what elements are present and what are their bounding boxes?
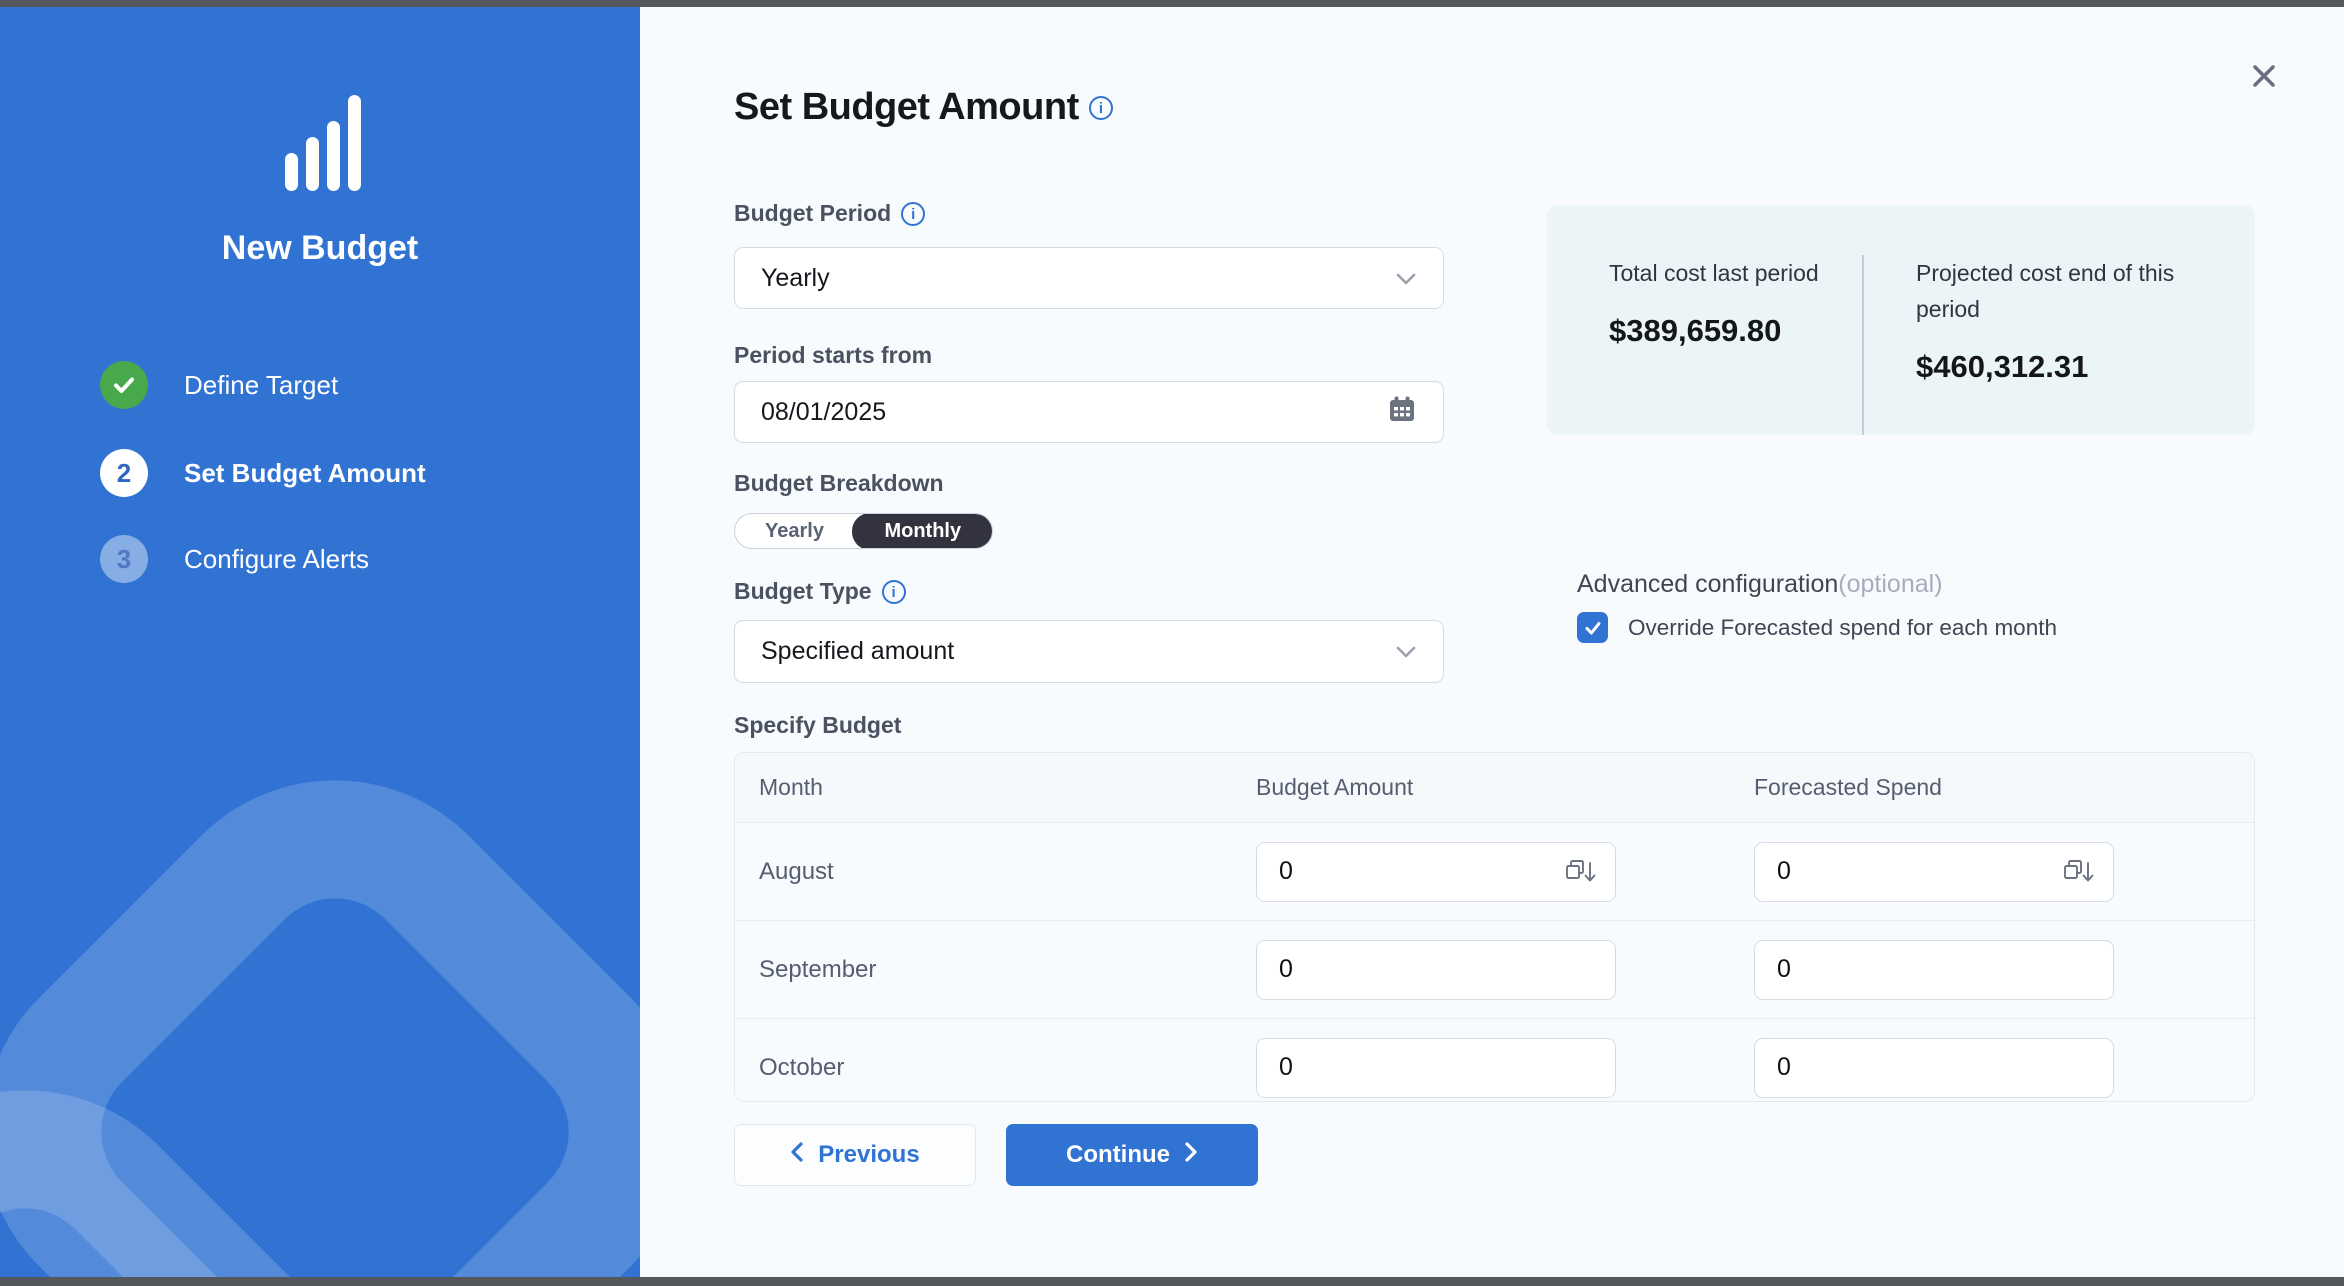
summary-label: Projected cost end of this period: [1916, 260, 2175, 322]
chevron-left-icon: [790, 1141, 804, 1170]
calendar-icon[interactable]: [1387, 394, 1417, 431]
previous-button[interactable]: Previous: [734, 1124, 976, 1186]
budget-type-label: Budget Type i: [734, 578, 906, 605]
step-number-badge: 2: [100, 449, 148, 497]
bar-chart-logo-icon: [285, 95, 375, 191]
optional-hint: (optional): [1838, 570, 1943, 598]
forecasted-spend-input[interactable]: 0: [1754, 939, 2114, 1000]
toggle-option-yearly[interactable]: Yearly: [765, 519, 824, 542]
chevron-down-icon: [1395, 264, 1417, 293]
forecasted-spend-input[interactable]: 0: [1754, 841, 2114, 902]
projected-cost-end-period: Projected cost end of this period $460,3…: [1862, 255, 2232, 435]
window-top-edge: [0, 0, 2344, 7]
step-define-target[interactable]: Define Target: [100, 361, 338, 409]
step-set-budget-amount[interactable]: 2 Set Budget Amount: [100, 449, 426, 497]
month-cell: September: [759, 955, 877, 983]
continue-label: Continue: [1066, 1141, 1170, 1168]
continue-button[interactable]: Continue: [1006, 1124, 1258, 1186]
table-header-row: Month Budget Amount Forecasted Spend: [735, 753, 2254, 823]
column-header-budget: Budget Amount: [1256, 774, 1414, 800]
step-label: Configure Alerts: [184, 543, 369, 574]
brand-watermark: [0, 780, 640, 1277]
chevron-down-icon: [1395, 637, 1417, 666]
forecasted-spend-input[interactable]: 0: [1754, 1037, 2114, 1098]
step-label: Define Target: [184, 369, 339, 400]
specify-budget-label: Specify Budget: [734, 712, 902, 738]
table-row: October 0 0: [735, 1019, 2254, 1101]
month-cell: October: [759, 1053, 845, 1081]
summary-label: Total cost last period: [1609, 260, 1819, 286]
period-starts-label: Period starts from: [734, 342, 933, 368]
step-number-badge: 3: [100, 535, 148, 583]
budget-period-select[interactable]: Yearly: [734, 247, 1444, 309]
info-icon[interactable]: i: [1088, 96, 1113, 120]
advanced-configuration-title: Advanced configuration(optional): [1577, 570, 1943, 598]
month-cell: August: [759, 857, 834, 885]
previous-label: Previous: [818, 1141, 920, 1168]
copy-down-icon[interactable]: [2063, 859, 2097, 885]
info-icon[interactable]: i: [901, 202, 926, 226]
override-forecast-row: Override Forecasted spend for each month: [1577, 612, 2057, 643]
wizard-title: New Budget: [221, 229, 419, 267]
budget-breakdown-label: Budget Breakdown: [734, 470, 944, 496]
table-row: August 0 0: [735, 823, 2254, 921]
column-header-month: Month: [759, 774, 823, 800]
page-title: Set Budget Amount i: [734, 86, 1113, 129]
budget-period-label: Budget Period i: [734, 200, 926, 227]
budget-table: Month Budget Amount Forecasted Spend Aug…: [734, 752, 2255, 1102]
info-icon[interactable]: i: [881, 580, 906, 604]
chevron-right-icon: [1184, 1141, 1198, 1170]
total-cost-last-period: Total cost last period $389,659.80: [1609, 255, 1862, 435]
budget-amount-input[interactable]: 0: [1256, 939, 1616, 1000]
cost-summary-panel: Total cost last period $389,659.80 Proje…: [1547, 205, 2255, 435]
summary-value: $460,312.31: [1916, 349, 2089, 384]
window-bottom-edge: [0, 1277, 2344, 1286]
column-header-forecast: Forecasted Spend: [1754, 774, 1942, 800]
step-label: Set Budget Amount: [184, 457, 426, 488]
toggle-option-monthly[interactable]: Monthly: [852, 514, 992, 548]
wizard-sidebar: New Budget Define Target 2 Set Budget Am…: [0, 7, 640, 1277]
summary-value: $389,659.80: [1609, 313, 1782, 348]
budget-amount-input[interactable]: 0: [1256, 1037, 1616, 1098]
period-start-date-input[interactable]: 08/01/2025: [734, 381, 1444, 443]
override-forecast-checkbox[interactable]: [1577, 612, 1608, 643]
close-icon[interactable]: [2244, 56, 2284, 96]
copy-down-icon[interactable]: [1565, 859, 1599, 885]
budget-amount-input[interactable]: 0: [1256, 841, 1616, 902]
budget-type-select[interactable]: Specified amount: [734, 620, 1444, 683]
override-forecast-label: Override Forecasted spend for each month: [1628, 614, 2057, 640]
step-configure-alerts[interactable]: 3 Configure Alerts: [100, 535, 369, 583]
table-row: September 0 0: [735, 921, 2254, 1019]
check-icon: [100, 361, 148, 409]
budget-breakdown-toggle: Yearly Monthly: [734, 513, 993, 549]
